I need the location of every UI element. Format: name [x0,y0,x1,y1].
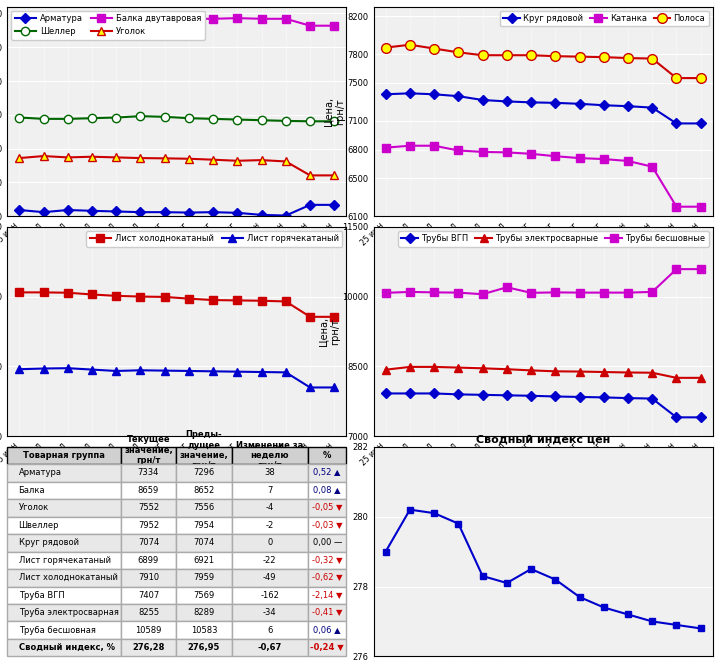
Legend: Лист холоднокатаный, Лист горячекатаный: Лист холоднокатаный, Лист горячекатаный [86,231,342,247]
Legend: Круг рядовой, Катанка, Полоса: Круг рядовой, Катанка, Полоса [500,11,708,27]
Legend: Трубы ВГП, Трубы электросварные, Трубы бесшовные: Трубы ВГП, Трубы электросварные, Трубы б… [398,231,708,247]
Y-axis label: Цена,
грн/т: Цена, грн/т [323,97,345,126]
Title: Сводный индекс цен: Сводный индекс цен [476,435,611,445]
Legend: Арматура, Шеллер, Балка двутавровая, Уголок: Арматура, Шеллер, Балка двутавровая, Уго… [12,11,204,40]
Y-axis label: Цена,
грн/т: Цена, грн/т [318,317,340,346]
